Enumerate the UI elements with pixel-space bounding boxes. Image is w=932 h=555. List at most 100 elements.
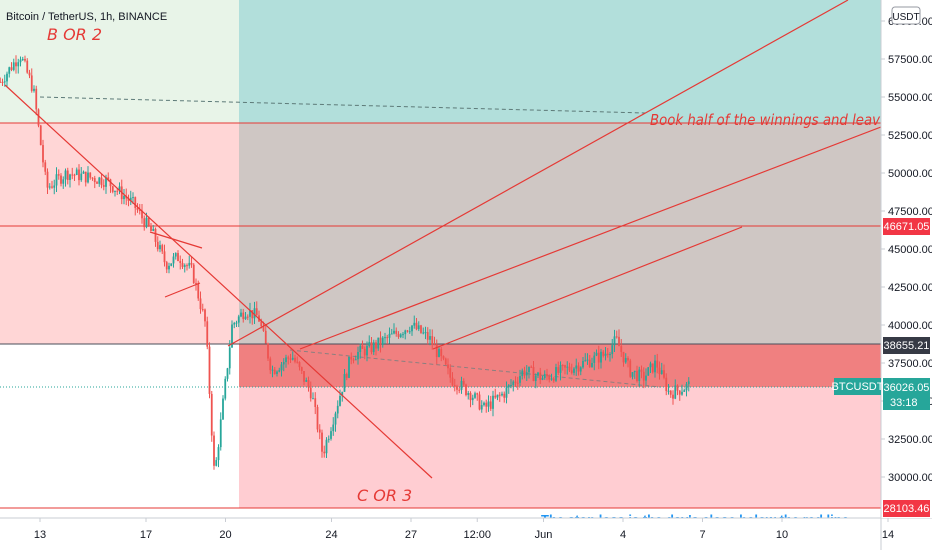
candle-body — [309, 387, 312, 399]
candle-body — [676, 385, 679, 391]
candle-body — [586, 359, 589, 361]
candle-body — [451, 377, 454, 386]
candle-body — [597, 352, 600, 363]
candle-body — [129, 197, 132, 201]
annotation-c-or-3[interactable]: C OR 3 — [357, 486, 412, 505]
candle-body — [402, 334, 404, 336]
uptrend-channel-upper[interactable] — [227, 0, 849, 347]
candle-body — [575, 365, 578, 369]
candle-body — [53, 185, 56, 188]
candle-body — [525, 372, 528, 376]
candle-body — [210, 393, 213, 436]
candle-body — [613, 336, 616, 346]
candle-body — [321, 432, 323, 452]
symbol-title[interactable]: Bitcoin / TetherUS, 1h, BINANCE — [6, 11, 167, 23]
candle-body — [271, 369, 274, 371]
candle-body — [8, 67, 11, 74]
candle-body — [156, 241, 159, 250]
candle-body — [282, 362, 285, 365]
candle-body — [669, 390, 672, 395]
badge-level-46671: 46671.05 — [883, 218, 930, 235]
badge-countdown-label: 33:18 — [890, 397, 918, 409]
candle-body — [294, 357, 296, 362]
candle-body — [327, 438, 330, 440]
downtrend-line-inner-2[interactable] — [164, 282, 201, 298]
candle-body — [494, 395, 497, 398]
downtrend-line-main[interactable] — [4, 84, 433, 479]
time-axis[interactable]: 13 17 20 24 27 12:00 Jun 4 7 10 14 — [34, 518, 894, 541]
candle-body — [507, 385, 510, 388]
candle-body — [12, 62, 15, 70]
candle-body — [154, 228, 157, 242]
uptrend-channel-middle[interactable] — [299, 126, 882, 350]
uptrend-channel-lower[interactable] — [432, 226, 743, 350]
candle-body — [559, 365, 562, 373]
candle-body — [168, 265, 170, 270]
candle-body — [181, 262, 184, 267]
candle-body — [114, 190, 116, 192]
candle-body — [253, 308, 256, 319]
candle-body — [444, 358, 447, 365]
candle-body — [71, 174, 74, 176]
candle-body — [10, 67, 13, 70]
candle-body — [273, 369, 276, 375]
candle-body — [591, 362, 593, 367]
candle-body — [687, 381, 690, 385]
candle-body — [352, 359, 355, 361]
candle-body — [105, 177, 107, 187]
candle-body — [28, 72, 31, 76]
candle-body — [330, 431, 332, 439]
candle-body — [654, 360, 656, 373]
price-axis-bg — [881, 0, 932, 518]
time-tick-label: 4 — [620, 529, 626, 541]
candle-body — [24, 59, 26, 61]
candle-body — [147, 217, 150, 226]
badge-level-46671-label: 46671.05 — [884, 221, 930, 233]
candle-body — [183, 265, 186, 267]
candle-body — [190, 262, 193, 265]
candle-body — [663, 370, 665, 378]
candle-body — [244, 316, 247, 320]
candle-body — [492, 395, 494, 409]
candle-body — [465, 384, 467, 396]
candle-body — [350, 356, 353, 360]
candle-body — [456, 386, 458, 390]
price-axis[interactable]: 60000.0057500.0055000.0052500.0050000.00… — [881, 16, 932, 484]
candle-body — [141, 210, 143, 219]
candle-body — [519, 376, 521, 383]
candlestick-series — [0, 55, 690, 470]
candle-body — [505, 387, 508, 398]
candle-body — [665, 377, 668, 392]
candle-body — [89, 172, 92, 178]
candle-body — [449, 368, 452, 378]
candle-body — [226, 368, 229, 379]
candle-body — [375, 342, 377, 349]
candle-body — [323, 451, 326, 454]
level-badges: 46671.05 38655.21 36026.05 33:18 BTCUSDT… — [832, 218, 930, 517]
candle-body — [179, 261, 182, 263]
candle-body — [280, 364, 283, 371]
downtrend-line-inner[interactable] — [149, 231, 203, 249]
candle-body — [291, 357, 294, 360]
candle-body — [62, 179, 65, 184]
candle-body — [98, 177, 101, 184]
candle-body — [685, 384, 688, 391]
annotation-book-half[interactable]: Book half of the winnings and leav — [650, 111, 881, 129]
candle-body — [267, 343, 269, 359]
time-tick-label: 20 — [219, 529, 231, 541]
candle-body — [487, 401, 490, 407]
candle-body — [186, 265, 188, 267]
candle-body — [163, 251, 166, 263]
candle-body — [604, 353, 607, 356]
target-zone-left — [0, 0, 239, 123]
gray-zone — [239, 123, 881, 344]
candle-body — [64, 170, 67, 180]
candle-body — [381, 337, 384, 346]
candle-body — [150, 225, 152, 231]
currency-button[interactable]: USDT — [891, 6, 921, 25]
price-tick-label: 40000.00 — [888, 320, 932, 332]
price-tick-label: 50000.00 — [888, 168, 932, 180]
annotation-b-or-2[interactable]: B OR 2 — [47, 25, 102, 44]
